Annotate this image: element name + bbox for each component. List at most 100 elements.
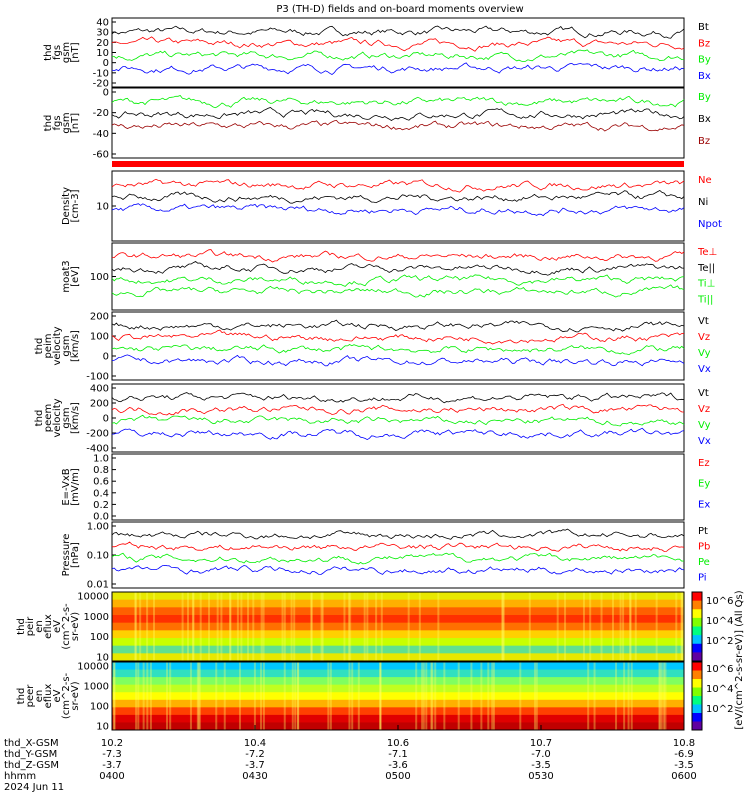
fgs_gsm-trace (111, 36, 685, 52)
y-tick-label: 100 (90, 632, 109, 643)
temp-trace (111, 274, 685, 287)
colorbar-segment (692, 643, 702, 653)
spectrogram-streak (320, 592, 323, 661)
spectrogram-streak (363, 592, 366, 661)
spectrogram-streak (260, 592, 263, 661)
legend-entry: Te|| (697, 263, 715, 274)
spectrogram-streak (229, 592, 232, 661)
panel-ylabel: gsm (61, 335, 72, 356)
y-tick-label: 1.0 (93, 454, 109, 465)
spectrogram-band (112, 622, 684, 631)
fgs_gsm2-trace (111, 95, 685, 109)
pressure-trace (111, 528, 685, 540)
spectrogram-streak (134, 592, 137, 661)
y-tick-label: 100 (90, 272, 109, 283)
spectrogram-streak (291, 662, 294, 730)
spectrogram-streak (437, 592, 440, 661)
x-tick-label: -3.7 (102, 760, 122, 771)
colorbar-frame (691, 661, 703, 731)
mode-bar (112, 161, 684, 167)
x-row-label: thd_Z-GSM (4, 760, 59, 771)
spectrogram-streak (407, 592, 410, 661)
spectrogram-streak (430, 662, 433, 730)
legend-entry: Vt (698, 388, 709, 399)
panel-ylabel: fgs (52, 45, 63, 60)
spectrogram-streak (192, 592, 195, 661)
spectrogram-streak (658, 662, 661, 730)
vel_ele-trace (111, 427, 685, 441)
vel_ion-trace (111, 354, 685, 367)
x-tick-label: 10.7 (530, 738, 552, 749)
panel-ylabel: eV (52, 620, 63, 633)
y-tick-label: 0.2 (93, 500, 109, 511)
colorbar-segment (692, 592, 702, 602)
spectrogram-streak (587, 662, 590, 730)
spectrogram-streak (589, 592, 592, 661)
spectrogram-streak (253, 662, 256, 730)
legend-entry: Bt (698, 22, 709, 33)
colorbar-tick: 10^4 (706, 616, 733, 627)
spectrogram-streak (262, 592, 265, 661)
vel_ele-trace (111, 403, 684, 416)
y-tick-label: 200 (90, 312, 109, 323)
y-tick-label: 100 (90, 332, 109, 343)
panel-ylabel: thd (34, 338, 45, 355)
y-tick-label: 10000 (77, 662, 109, 673)
panel-temp: moat3[eV] 100 Te⊥ Te|| Ti⊥ Ti|| (61, 242, 717, 311)
colorbar-tick: 10^6 (706, 664, 733, 675)
spectrogram-streak (349, 592, 352, 661)
panel-ylabel: en (34, 690, 45, 703)
x-tick-label: -7.2 (245, 749, 265, 760)
spectrogram-streak (134, 592, 137, 661)
spectrogram-band (112, 707, 684, 716)
spectrogram-streak (260, 662, 263, 730)
spectrogram-streak (347, 592, 350, 661)
colorbar-label: [eV/(cm^2-s-sr-eV)] (All Qs) (734, 590, 745, 729)
y-tick-label: 0 (103, 58, 109, 69)
spectrogram-streak (181, 592, 184, 661)
plot-title: P3 (TH-D) fields and on-board moments ov… (276, 4, 523, 15)
spectrogram-band (112, 653, 684, 662)
legend-entry: By (698, 92, 711, 103)
panel-ylabel: peem (43, 404, 54, 432)
panel-frame (111, 521, 685, 589)
spectrogram-streak (290, 592, 293, 661)
y-tick-label: 40 (96, 18, 109, 29)
spectrogram-band (112, 669, 684, 678)
y-tick-label: 1.00 (87, 522, 109, 533)
legend-entry: Vy (698, 420, 711, 431)
spectrogram-streak (343, 592, 346, 661)
legend-entry: By (698, 55, 711, 66)
spectrogram-streak (366, 592, 369, 661)
colorbar-segment (692, 609, 702, 619)
spectrogram-streak (675, 592, 678, 661)
spectrogram-band (112, 592, 684, 601)
colorbar-segment (692, 687, 702, 697)
panel-ylabel: [eV] (70, 266, 81, 287)
spectrogram-streak (327, 662, 330, 730)
y-tick-label: 10 (96, 48, 109, 59)
y-tick-label: 0.4 (93, 488, 109, 499)
spectrogram-streak (113, 662, 116, 730)
legend-entry: Bx (698, 71, 711, 82)
spectrogram-streak (329, 662, 332, 730)
colorbar-segment (692, 670, 702, 680)
spectrogram-streak (223, 662, 226, 730)
spectrogram-streak (443, 662, 446, 730)
panel-ylabel: sr-eV) (70, 612, 81, 641)
x-tick-label: -7.1 (388, 749, 408, 760)
y-tick-label: -400 (86, 444, 109, 455)
x-tick-label: -6.9 (674, 749, 694, 760)
y-tick-label: -100 (86, 372, 109, 383)
x-tick-label: 10.2 (101, 738, 123, 749)
spectrogram-streak (627, 662, 630, 730)
spectrogram-streak (502, 592, 505, 661)
x-tick-label: -7.3 (102, 749, 122, 760)
spectrogram-streak (135, 662, 138, 730)
y-tick-label: 0.10 (87, 551, 109, 562)
legend-entry: Pe (698, 557, 710, 568)
spectrogram-streak (425, 662, 428, 730)
spectrogram-streak (622, 592, 625, 661)
spectrogram-band (112, 638, 684, 647)
